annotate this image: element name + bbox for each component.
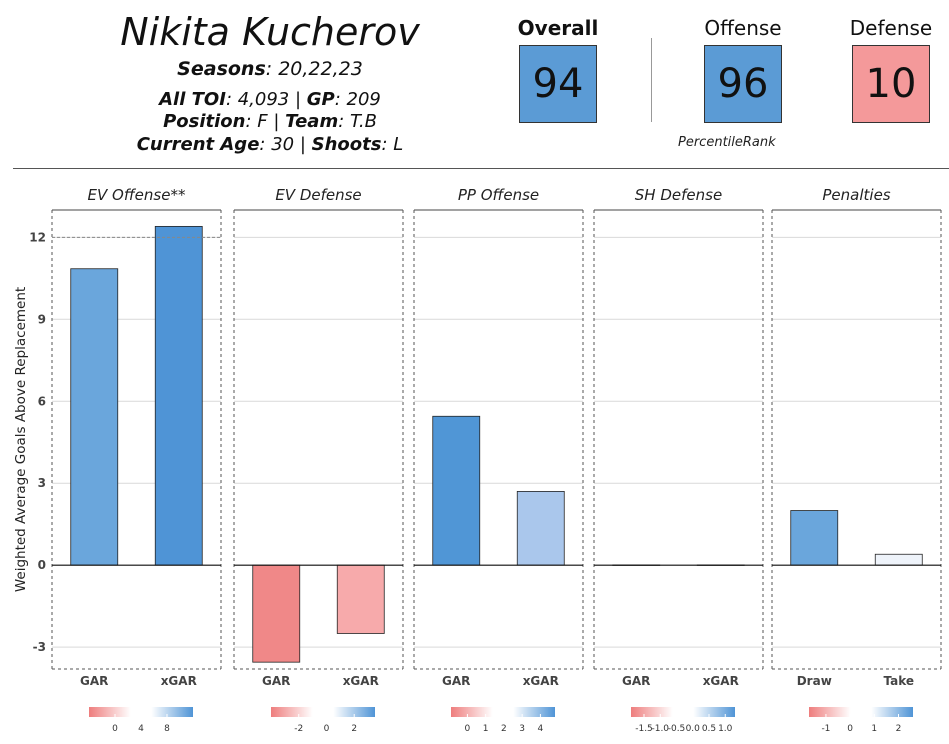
age-shoots-line: Current Age: 30 | Shoots: L <box>0 134 540 155</box>
bar <box>516 491 565 566</box>
position-label: Position <box>163 111 246 132</box>
shoots-value: : L <box>381 134 404 155</box>
legend-tick-label: 0.5 <box>702 724 716 734</box>
bar <box>252 564 301 663</box>
panel-title: EV Offense** <box>88 186 186 204</box>
team-value: : T.B <box>338 111 377 132</box>
legend-tick-label: 0 <box>847 724 853 734</box>
legend-tick-label: 2 <box>896 724 902 734</box>
seasons-value: : 20,22,23 <box>265 58 363 80</box>
legend-tick-label: 1 <box>871 724 877 734</box>
gp-value: : 209 <box>334 89 381 110</box>
y-tick-label: 0 <box>38 558 46 572</box>
y-tick-label: 12 <box>29 230 46 244</box>
toi-label: All TOI <box>159 89 226 110</box>
bar <box>432 415 481 566</box>
y-tick-label: 3 <box>38 476 46 490</box>
legend-tick-label: 0 <box>112 724 118 734</box>
overall-label: Overall <box>517 16 599 40</box>
legend-tick-label: -1.0 <box>651 724 669 734</box>
x-tick-label: Take <box>883 674 914 688</box>
legend-tick-label: 3 <box>519 724 525 734</box>
shoots-label: Shoots <box>311 134 382 155</box>
legend-tick-label: -2 <box>294 724 303 734</box>
bar <box>154 225 203 566</box>
y-tick-label: 9 <box>38 312 46 326</box>
legend-tick-label: 2 <box>351 724 357 734</box>
offense-label: Offense <box>704 16 782 40</box>
legend-colorbar <box>271 707 375 717</box>
defense-label: Defense <box>849 16 933 40</box>
legend-tick-label: 4 <box>538 724 544 734</box>
bar <box>874 553 923 566</box>
x-tick-label: GAR <box>262 674 290 688</box>
legend-tick-label: 0.0 <box>686 724 701 734</box>
percentile-rank-caption: PercentileRank <box>678 135 776 150</box>
offense-score-box: 96 <box>704 45 782 123</box>
x-tick-label: xGAR <box>523 674 559 688</box>
age-value: : 30 | <box>259 134 312 155</box>
score-divider <box>651 38 652 122</box>
y-tick-label: -3 <box>33 640 46 654</box>
panel-title: EV Defense <box>275 186 361 204</box>
legend-colorbar <box>809 707 913 717</box>
toi-gp-line: All TOI: 4,093 | GP: 209 <box>0 89 540 110</box>
y-axis-label: Weighted Average Goals Above Replacement <box>13 287 29 592</box>
legend-tick-label: -1 <box>821 724 830 734</box>
seasons-line: Seasons: 20,22,23 <box>0 58 540 80</box>
x-tick-label: GAR <box>442 674 470 688</box>
legend-tick-label: 2 <box>501 724 507 734</box>
y-tick-label: 6 <box>38 394 46 408</box>
panel-title: Penalties <box>822 186 890 204</box>
x-tick-label: GAR <box>80 674 108 688</box>
player-name: Nikita Kucherov <box>120 10 420 54</box>
legend-tick-label: -0.5 <box>668 724 686 734</box>
age-label: Current Age <box>136 134 260 155</box>
bar <box>70 268 119 566</box>
legend-tick-label: 8 <box>164 724 170 734</box>
legend-tick-label: 4 <box>138 724 144 734</box>
panel-title: PP Offense <box>458 186 539 204</box>
legend-tick-label: 0 <box>324 724 330 734</box>
position-team-line: Position: F | Team: T.B <box>0 111 540 132</box>
bar <box>336 564 385 634</box>
legend-colorbar <box>451 707 555 717</box>
x-tick-label: xGAR <box>161 674 197 688</box>
seasons-label: Seasons <box>177 58 266 80</box>
legend-tick-label: 0 <box>465 724 471 734</box>
panel-title: SH Defense <box>635 186 722 204</box>
x-tick-label: Draw <box>797 674 832 688</box>
legend-colorbar <box>631 707 735 717</box>
x-tick-label: xGAR <box>343 674 379 688</box>
toi-value: : 4,093 | <box>225 89 307 110</box>
x-tick-label: GAR <box>622 674 650 688</box>
x-tick-label: xGAR <box>703 674 739 688</box>
header-divider <box>13 168 949 169</box>
legend-tick-label: 1 <box>483 724 489 734</box>
defense-score-box: 10 <box>852 45 930 123</box>
overall-score-box: 94 <box>519 45 597 123</box>
team-label: Team <box>285 111 339 132</box>
gp-label: GP <box>306 89 335 110</box>
legend-colorbar <box>89 707 193 717</box>
legend-tick-label: -1.5 <box>635 724 653 734</box>
bar <box>790 510 839 566</box>
position-value: : F | <box>245 111 286 132</box>
legend-tick-label: 1.0 <box>718 724 733 734</box>
